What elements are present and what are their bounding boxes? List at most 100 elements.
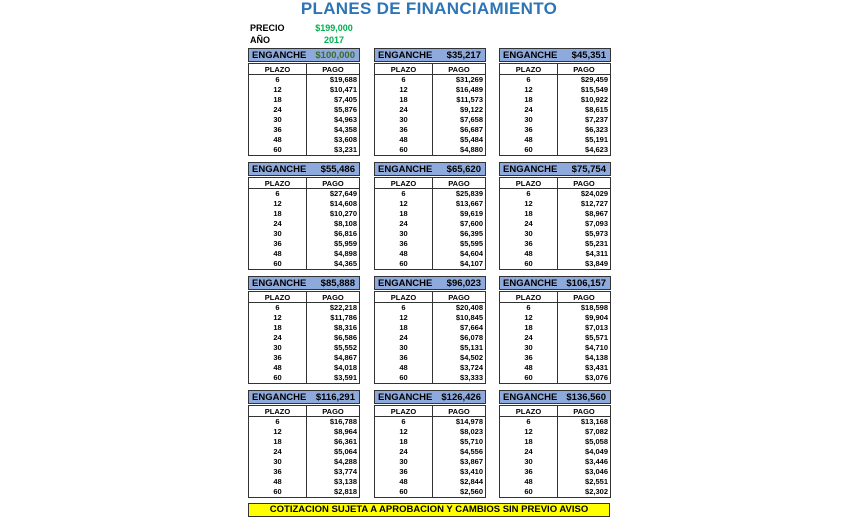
pago-cell: $5,552 [334,343,357,352]
pago-cell: $10,922 [580,95,608,104]
table-row: 60 $2,818 [248,487,360,498]
plazo-cell: 24 [248,219,307,229]
pago-cell: $8,316 [334,323,357,332]
plazo-cell: 30 [499,229,558,239]
plazo-cell: 36 [248,353,307,363]
plazo-cell: 6 [499,416,558,427]
pago-cell: $5,191 [585,135,608,144]
precio-value: $199,000 [315,23,353,33]
pago-cell: $5,959 [334,239,357,248]
plazo-cell: 18 [374,209,433,219]
pago-cell: $22,218 [329,303,357,312]
plazo-cell: 60 [248,145,307,156]
plazo-cell: 36 [374,467,433,477]
pago-column-header: PAGO [306,63,360,75]
enganche-amount: $55,486 [320,163,355,175]
pago-cell: $5,973 [585,229,608,238]
pago-cell: $4,288 [334,457,357,466]
table-row: 18 $11,573 [374,95,486,105]
table-row: 30 $4,710 [499,343,611,353]
plazo-cell: 12 [248,85,307,95]
pago-cell: $31,269 [455,75,483,84]
table-row: 18 $5,058 [499,437,611,447]
table-header-row: PLAZO PAGO [248,177,360,189]
plazo-cell: 6 [499,188,558,199]
enganche-header: ENGANCHE $100,000 [248,48,360,62]
pago-cell: $15,549 [580,85,608,94]
pago-cell: $14,608 [329,199,357,208]
table-header-row: PLAZO PAGO [374,405,486,417]
table-row: 24 $4,049 [499,447,611,457]
table-row: 18 $6,361 [248,437,360,447]
table-row: 18 $8,967 [499,209,611,219]
plazo-cell: 24 [499,333,558,343]
pago-cell: $7,664 [460,323,483,332]
pago-column-header: PAGO [557,405,611,417]
pago-cell: $12,727 [580,199,608,208]
pago-cell: $2,560 [460,487,483,496]
plazo-cell: 12 [248,427,307,437]
plazo-cell: 60 [248,487,307,498]
pago-cell: $5,131 [460,343,483,352]
pago-cell: $3,231 [334,145,357,154]
financing-plan-block: ENGANCHE $136,560 PLAZO PAGO 6 $13,168 12 $7… [499,390,611,498]
plazo-cell: 30 [374,457,433,467]
financing-plan-block: ENGANCHE $75,754 PLAZO PAGO 6 $24,029 12 $12… [499,162,611,270]
enganche-amount: $136,560 [566,391,606,403]
plazo-cell: 6 [248,74,307,85]
plazo-cell: 24 [374,333,433,343]
pago-cell: $19,688 [329,75,357,84]
enganche-label: ENGANCHE [378,391,433,403]
table-row: 6 $16,788 [248,416,360,427]
pago-cell: $5,876 [334,105,357,114]
enganche-header: ENGANCHE $85,888 [248,276,360,290]
financing-plan-block: ENGANCHE $65,620 PLAZO PAGO 6 $25,839 12 $13… [374,162,486,270]
table-row: 18 $10,270 [248,209,360,219]
table-row: 18 $5,710 [374,437,486,447]
plazo-cell: 60 [248,373,307,384]
pago-cell: $6,395 [460,229,483,238]
plazo-column-header: PLAZO [248,291,307,303]
plazo-cell: 12 [499,85,558,95]
table-row: 6 $20,408 [374,302,486,313]
table-row: 48 $4,604 [374,249,486,259]
plazo-cell: 48 [374,477,433,487]
table-row: 18 $8,316 [248,323,360,333]
enganche-header: ENGANCHE $96,023 [374,276,486,290]
pago-cell: $7,013 [585,323,608,332]
financing-plan-block: ENGANCHE $126,426 PLAZO PAGO 6 $14,978 12 $8… [374,390,486,498]
table-row: 12 $15,549 [499,85,611,95]
table-row: 48 $3,608 [248,135,360,145]
plazo-cell: 60 [374,259,433,270]
table-row: 30 $5,552 [248,343,360,353]
table-row: 60 $3,333 [374,373,486,384]
pago-cell: $8,023 [460,427,483,436]
plazo-cell: 6 [499,302,558,313]
enganche-header: ENGANCHE $136,560 [499,390,611,404]
financing-plan-block: ENGANCHE $45,351 PLAZO PAGO 6 $29,459 12 $15… [499,48,611,156]
table-row: 24 $4,556 [374,447,486,457]
anio-label: AÑO [250,35,270,45]
plazo-column-header: PLAZO [499,405,558,417]
enganche-label: ENGANCHE [252,49,307,61]
pago-cell: $5,064 [334,447,357,456]
plazo-cell: 24 [248,333,307,343]
plazo-cell: 24 [374,447,433,457]
pago-column-header: PAGO [557,63,611,75]
table-row: 12 $8,023 [374,427,486,437]
pago-cell: $13,168 [580,417,608,426]
table-header-row: PLAZO PAGO [374,291,486,303]
pago-cell: $5,595 [460,239,483,248]
plazo-cell: 12 [499,427,558,437]
table-row: 36 $3,046 [499,467,611,477]
plazo-cell: 36 [248,467,307,477]
plazo-cell: 48 [374,249,433,259]
pago-column-header: PAGO [432,405,486,417]
table-row: 30 $6,395 [374,229,486,239]
pago-cell: $8,108 [334,219,357,228]
table-row: 48 $3,138 [248,477,360,487]
plazo-cell: 48 [374,135,433,145]
table-row: 48 $2,551 [499,477,611,487]
table-row: 12 $10,845 [374,313,486,323]
pago-column-header: PAGO [306,405,360,417]
